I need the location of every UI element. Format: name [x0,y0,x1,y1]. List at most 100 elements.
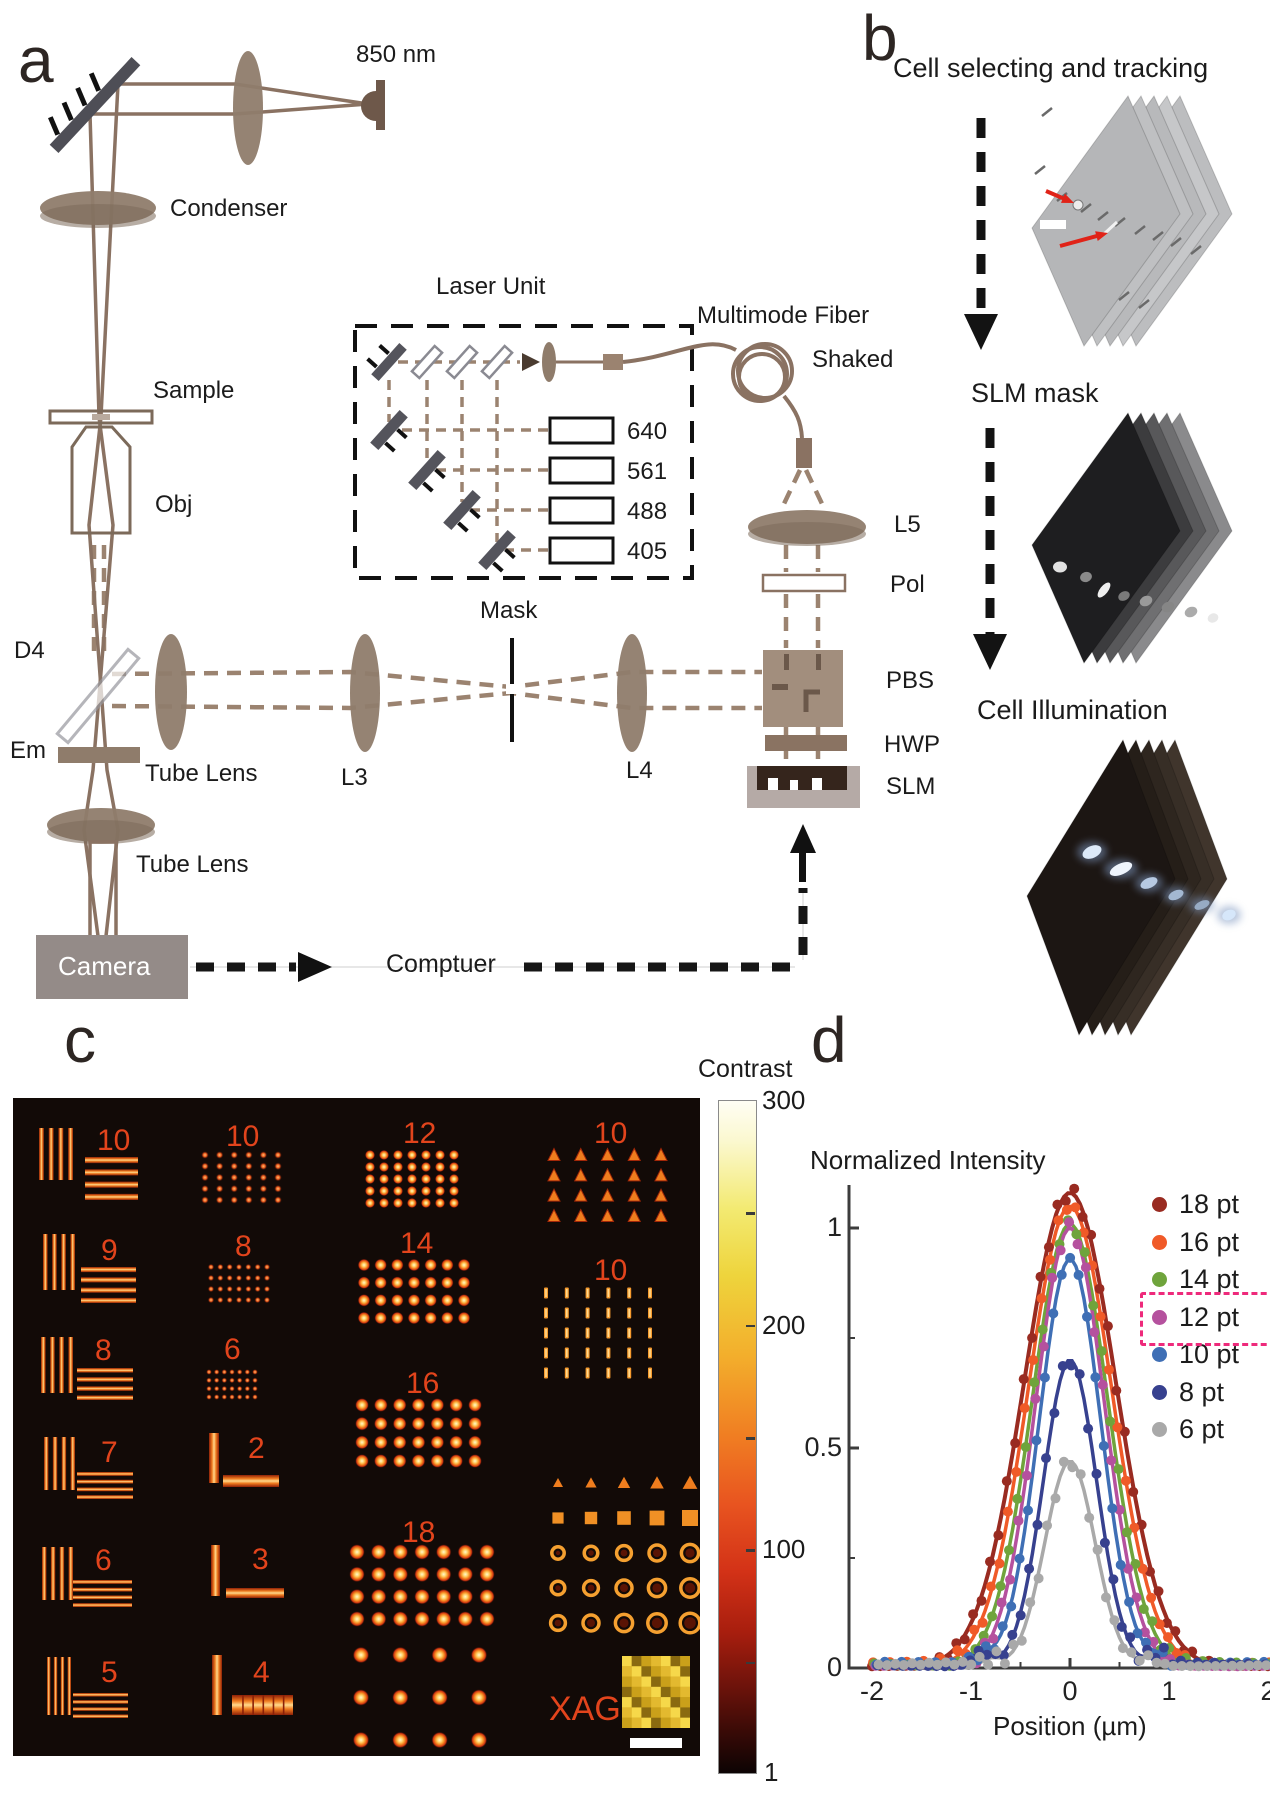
collector-lens-icon [233,51,263,165]
colorbar-tick [746,1324,755,1328]
legend-dot-icon [1152,1272,1167,1287]
target-group-tri-10 [547,1147,668,1222]
svg-text:10: 10 [97,1124,130,1157]
colorbar-tick [746,1437,755,1440]
x-tick-label: -1 [958,1676,983,1706]
label-tube-lens-lower: Tube Lens [136,851,249,878]
panel-label-d: d [811,1004,847,1076]
svg-text:18: 18 [402,1516,435,1549]
fiber-coupler-icon [522,342,623,382]
label-tube-lens-upper: Tube Lens [145,760,258,787]
label-computer: Comptuer [386,950,496,978]
target-group-bars-6 [42,1547,132,1607]
step-title-cell-selecting: Cell selecting and tracking [893,53,1209,83]
svg-text:8: 8 [95,1334,112,1367]
mask-icon [506,638,518,742]
label-em: Em [10,737,46,764]
target-group-dots-16 [355,1398,482,1468]
target-group-corner-4 [212,1655,293,1715]
colorbar-tick-label: 1 [764,1757,779,1787]
label-laser-640: 640 [627,418,668,445]
highlight-box-12pt [1140,1292,1270,1346]
label-l5: L5 [894,511,921,538]
legend-item-14pt: 14 pt [1152,1264,1239,1295]
legend-label: 6 pt [1179,1414,1225,1444]
legend-label: 18 pt [1179,1189,1240,1219]
arrow-right-icon [298,952,332,982]
laser-box [548,416,615,565]
legend-dot-icon [1152,1197,1167,1212]
label-camera: Camera [58,951,151,981]
target-group-dots-12 [364,1149,460,1209]
svg-text:7: 7 [101,1436,118,1469]
target-group-dots-8 [207,1263,271,1304]
svg-text:5: 5 [101,1656,118,1689]
label-850nm: 850 nm [356,41,437,68]
target-group-bars-8 [41,1337,133,1400]
legend-dot-icon [1152,1235,1167,1250]
legend-label: 8 pt [1179,1377,1225,1407]
flow-arrow-icon [964,118,998,350]
label-sample: Sample [153,377,235,404]
panel-label-b: b [862,2,898,74]
svg-text:12: 12 [403,1117,436,1150]
label-laser-561: 561 [627,458,668,485]
x-axis-label: Position (µm) [993,1711,1147,1741]
svg-text:10: 10 [226,1120,259,1153]
laser-unit-beams [387,360,548,552]
svg-text:10: 10 [594,1117,627,1150]
tube-lens-lower-icon [47,808,155,844]
scale-bar [1040,220,1066,229]
target-group-corner-3 [211,1545,284,1598]
l5-lens-icon [748,510,866,546]
target-group-scalebar [630,1738,682,1748]
camera-box [36,935,188,999]
chart-title: Normalized Intensity [810,1145,1046,1175]
target-group-xag-XAG [622,1656,690,1728]
step-title-cell-illumination: Cell Illumination [977,695,1168,725]
svg-text:6: 6 [95,1544,112,1577]
colorbar-tick-label: 200 [762,1309,806,1340]
colorbar [718,1100,757,1774]
illumination-spots [1077,842,1241,924]
slm-mask-dots [1053,561,1219,623]
combiner-mirror-icon [366,343,516,573]
curve-6pt [870,1460,1270,1670]
red-arrow-icon [1045,189,1074,203]
arrow-up-icon [790,824,816,882]
target-group-bars-9 [43,1234,136,1303]
em-filter-icon [58,747,140,763]
label-multimode-fiber: Multimode Fiber [697,302,870,329]
label-l3: L3 [341,764,368,791]
legend-label: 16 pt [1179,1227,1240,1257]
svg-text:4: 4 [253,1656,270,1689]
laser-unit-box [353,324,694,580]
target-group-dots-6 [206,1369,258,1400]
legend-item-6pt: 6 pt [1152,1414,1224,1445]
svg-text:6: 6 [224,1333,241,1366]
y-tick-label: 0.5 [804,1432,842,1462]
led-source-icon [361,80,385,130]
legend-dot-icon [1152,1347,1167,1362]
svg-text:XAG: XAG [549,1690,621,1728]
label-d4: D4 [14,637,45,664]
x-tick-label: 2 [1260,1676,1270,1706]
legend-dot-icon [1152,1385,1167,1400]
hwp-icon [765,735,847,751]
panel-label-a: a [18,24,54,96]
svg-text:10: 10 [594,1254,627,1287]
legend-item-16pt: 16 pt [1152,1227,1239,1258]
svg-text:9: 9 [101,1234,118,1267]
l3-lens-icon [350,634,380,752]
legend-dot-icon [1152,1310,1167,1325]
label-slm: SLM [886,773,936,800]
step-title-slm-mask: SLM mask [971,378,1099,408]
legend-item-18pt: 18 pt [1152,1189,1239,1220]
red-arrow-icon [1059,231,1108,248]
panel-label-c: c [64,1004,96,1076]
l4-lens-icon [617,634,647,752]
cell-marks [1034,107,1202,309]
legend-label: 14 pt [1179,1264,1240,1294]
